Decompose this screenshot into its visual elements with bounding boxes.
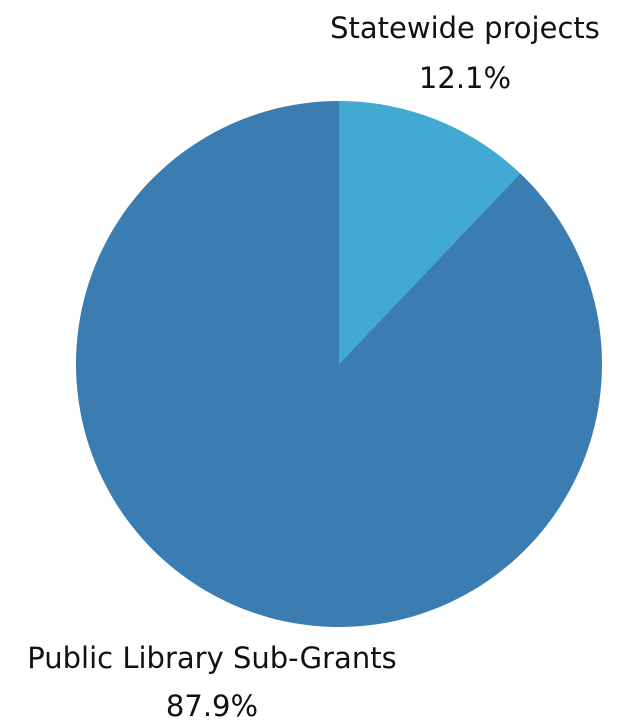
slice-value-public-library-sub-grants: 87.9% xyxy=(166,689,258,721)
pie-slices xyxy=(75,101,602,627)
pie-slice-public-library-sub-grants xyxy=(75,101,602,627)
slice-label-statewide-projects: Statewide projects xyxy=(330,11,600,45)
pie-slice-statewide-projects xyxy=(339,101,521,364)
slice-value-statewide-projects: 12.1% xyxy=(419,61,511,95)
slice-label-public-library-sub-grants: Public Library Sub-Grants xyxy=(27,641,396,675)
